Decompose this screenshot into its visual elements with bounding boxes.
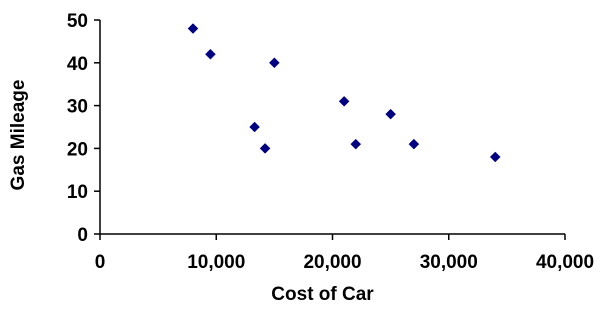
x-tick-label: 40,000 (536, 252, 594, 273)
x-axis: 0 10,000 20,000 30,000 40,000 (95, 233, 594, 273)
data-point (489, 151, 501, 163)
data-point (205, 48, 216, 60)
y-tick-label: 10 (67, 182, 88, 203)
y-tick-label: 40 (67, 54, 88, 75)
data-point (249, 121, 260, 133)
x-tick-label: 20,000 (303, 252, 361, 273)
data-point (259, 143, 271, 154)
data-point (408, 138, 420, 150)
x-tick-label: 0 (95, 252, 106, 273)
data-point (338, 95, 350, 107)
y-tick-label: 30 (67, 97, 88, 118)
y-tick-label: 20 (67, 139, 88, 160)
data-point (350, 138, 362, 150)
y-axis-title: Gas Mileage (8, 80, 29, 191)
y-axis: 0 10 20 30 40 50 (67, 11, 101, 246)
x-tick-label: 10,000 (187, 252, 245, 273)
data-point (187, 23, 199, 34)
data-point (385, 108, 396, 120)
x-axis-title: Cost of Car (271, 284, 374, 305)
data-point (269, 57, 280, 69)
y-tick-label: 50 (67, 11, 88, 32)
data-points (187, 23, 501, 163)
y-tick-label: 0 (77, 225, 88, 246)
x-tick-label: 30,000 (420, 252, 478, 273)
